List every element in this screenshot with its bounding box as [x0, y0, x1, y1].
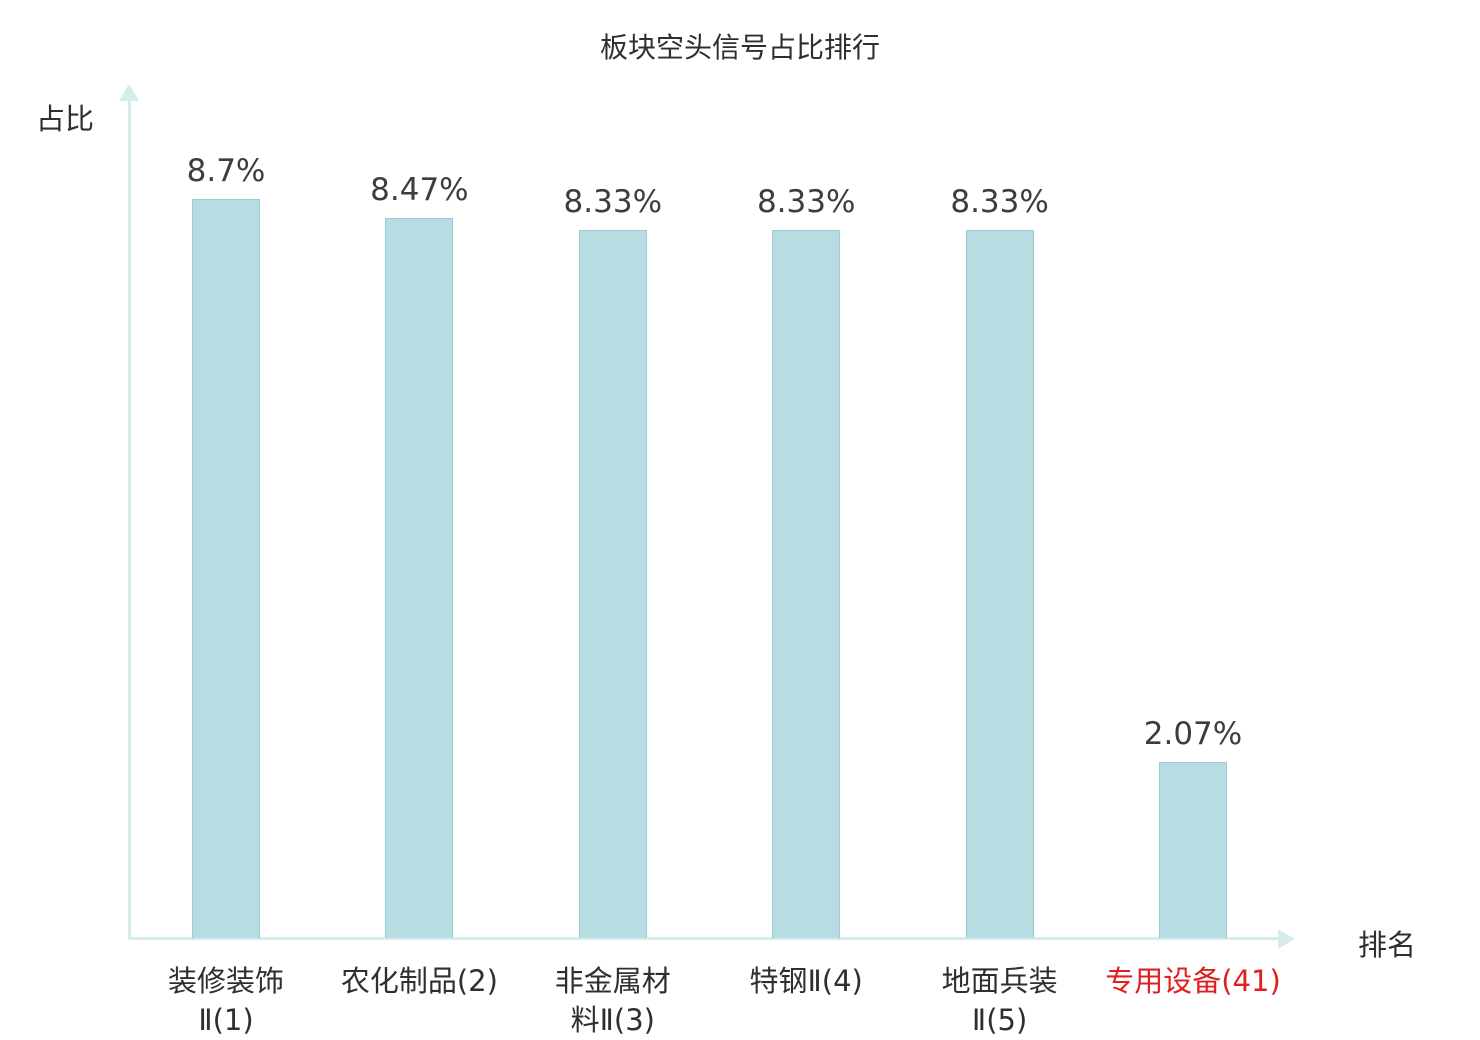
y-axis-arrow-icon — [119, 84, 139, 101]
bar — [965, 230, 1034, 938]
bar — [772, 230, 841, 938]
bar — [385, 218, 454, 938]
bar — [578, 230, 647, 938]
category-label: 专用设备(41) — [1105, 964, 1281, 998]
category-label: 装修装饰 Ⅱ(1) — [167, 964, 285, 1038]
category-labels: 装修装饰 Ⅱ(1) 农化制品(2) 非金属材 料Ⅱ(3) 特钢Ⅱ(4) 地面兵装 Ⅱ(5) 专用… — [130, 962, 1290, 1040]
x-axis-arrow-icon — [1278, 928, 1295, 949]
x-axis — [128, 937, 1280, 940]
category-label: 农化制品(2) — [340, 964, 498, 998]
bar-value-label: 8.7% — [186, 153, 266, 189]
bar-value-label: 8.47% — [370, 172, 469, 208]
plot-area: 8.7% 8.47% 8.33% 8.33% 8.33% 2.07% — [130, 95, 1290, 938]
bar-value-label: 8.33% — [950, 184, 1049, 220]
bar-value-label: 2.07% — [1143, 716, 1243, 752]
category-label: 非金属材 料Ⅱ(3) — [554, 964, 671, 1038]
chart-title: 板块空头信号占比排行 — [599, 31, 880, 64]
x-axis-label: 排名 — [1358, 928, 1417, 962]
y-axis — [128, 100, 131, 938]
bar-value-label: 8.33% — [563, 184, 663, 220]
category-label: 地面兵装 Ⅱ(5) — [941, 964, 1058, 1038]
bar — [192, 199, 260, 938]
bar — [1159, 762, 1227, 938]
y-axis-label: 占比 — [36, 102, 95, 136]
bar-value-label: 8.33% — [756, 184, 856, 220]
category-label: 特钢Ⅱ(4) — [749, 964, 863, 998]
